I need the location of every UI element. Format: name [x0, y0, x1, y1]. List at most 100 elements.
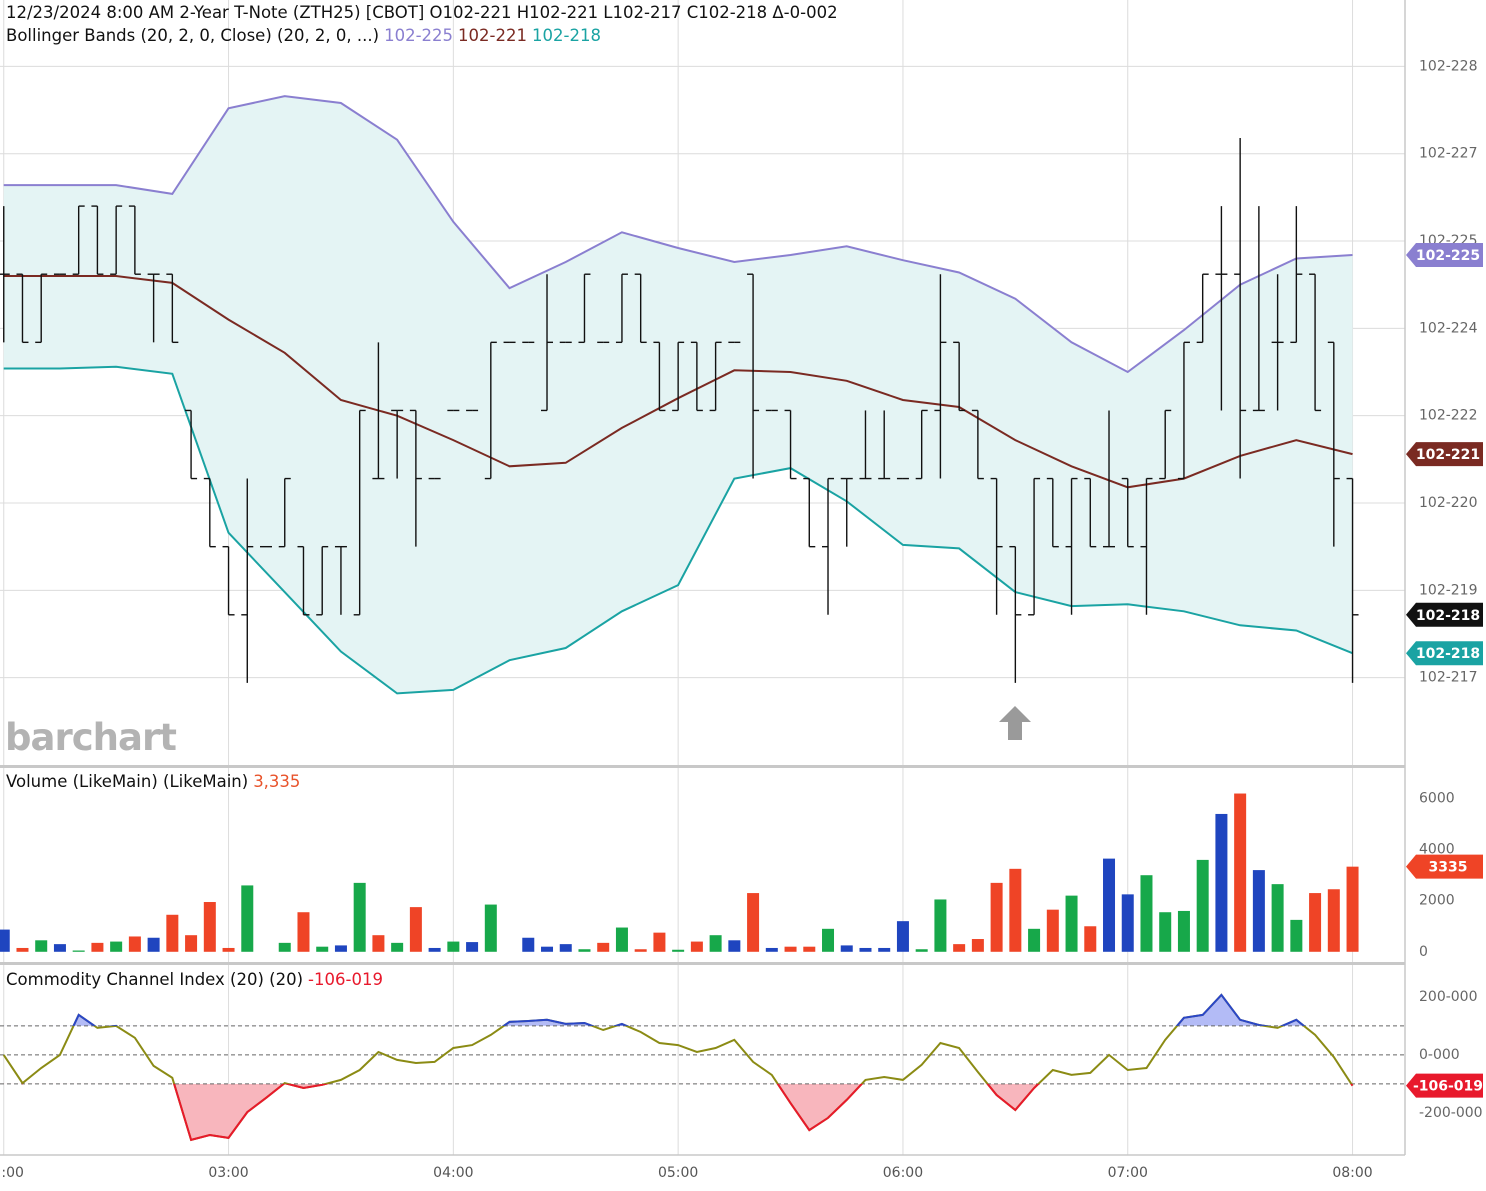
- volume-bar: [1309, 893, 1322, 952]
- volume-bar: [16, 947, 29, 952]
- volume-bar: [1290, 919, 1303, 952]
- volume-badge: 3335: [1429, 860, 1468, 876]
- cci-header: Commodity Channel Index (20) (20) -106-01…: [6, 970, 388, 989]
- volume-bar: [971, 939, 984, 952]
- x-tick-label: 08:00: [1332, 1165, 1372, 1181]
- volume-bar: [185, 935, 198, 952]
- volume-bar: [241, 885, 254, 952]
- volume-bar: [1271, 884, 1284, 952]
- cci-line-lower: [21, 1083, 1354, 1142]
- volume-bar: [91, 942, 104, 952]
- volume-header: Volume (LikeMain) (LikeMain) 3,335: [6, 772, 305, 791]
- cci-badge: -106-019: [1413, 1079, 1483, 1095]
- last-price-badge: 102-218: [1416, 608, 1480, 624]
- volume-bar: [147, 937, 160, 952]
- volume-tick-label: 2000: [1419, 893, 1455, 909]
- upper-badge-bg: [1406, 243, 1483, 267]
- upper-badge: 102-225: [1416, 248, 1480, 264]
- volume-bar: [53, 944, 66, 952]
- volume-bar: [597, 942, 610, 952]
- cci-tick-label: 0-000: [1419, 1047, 1460, 1063]
- volume-bar: [1065, 895, 1078, 952]
- y-tick-label: 102-224: [1419, 320, 1478, 336]
- upper-value: 102-225: [384, 26, 454, 45]
- volume-bar: [484, 904, 497, 952]
- volume-bar: [747, 893, 760, 952]
- volume-bar: [522, 937, 535, 952]
- watermark: barchart: [5, 716, 177, 759]
- volume-bar: [0, 929, 10, 952]
- y-tick-label: 102-228: [1419, 58, 1478, 74]
- cci-tick-label: -200-000: [1419, 1105, 1483, 1121]
- volume-badge-bg: [1406, 854, 1483, 879]
- volume-tick-label: 0: [1419, 944, 1428, 960]
- volume-bar: [1215, 813, 1228, 952]
- volume-bar: [728, 940, 741, 952]
- title: 12/23/2024 8:00 AM 2-Year T-Note (ZTH25)…: [6, 3, 838, 22]
- volume-bar: [316, 946, 329, 952]
- x-tick-label: 06:00: [883, 1165, 923, 1181]
- y-tick-label: 102-227: [1419, 146, 1478, 162]
- volume-bar: [784, 946, 797, 952]
- cci-badge-bg: [1406, 1073, 1483, 1098]
- volume-bar: [709, 935, 722, 952]
- volume-bar: [1121, 894, 1134, 952]
- bands-name: Bollinger Bands (20, 2, 0, Close) (20, 2…: [6, 26, 380, 45]
- y-tick-label: 102-222: [1419, 408, 1478, 424]
- volume-bar: [653, 932, 666, 952]
- x-tick-label: 02:00: [0, 1165, 24, 1181]
- volume-bar: [72, 950, 85, 952]
- volume-bar: [634, 949, 647, 952]
- volume-bar: [896, 921, 909, 952]
- volume-bar: [372, 935, 385, 952]
- volume-bar: [803, 946, 816, 952]
- volume-bar: [128, 936, 141, 952]
- volume-bar: [990, 882, 1003, 952]
- volume-bar: [447, 941, 460, 952]
- volume-bar: [222, 947, 235, 952]
- last-price-badge-bg: [1406, 602, 1483, 627]
- volume-bar: [615, 927, 628, 952]
- volume-bar: [35, 940, 48, 952]
- volume-bar: [915, 949, 928, 952]
- volume-bar: [934, 899, 947, 952]
- volume-bar: [1159, 912, 1172, 952]
- middle-badge-bg: [1406, 442, 1483, 467]
- cci-title: Commodity Channel Index (20) (20): [6, 970, 304, 989]
- volume-bar: [1140, 875, 1153, 952]
- cci-value: -106-019: [308, 970, 383, 989]
- arrow-icon: [999, 706, 1031, 740]
- volume-bar: [1234, 793, 1247, 952]
- volume-bar: [334, 945, 347, 952]
- volume-bar: [297, 912, 310, 952]
- lower-badge: 102-218: [1416, 646, 1480, 662]
- volume-bar: [1084, 926, 1097, 952]
- lower-value: 102-218: [532, 26, 601, 45]
- middle-value: 102-221: [458, 26, 527, 45]
- volume-bar: [541, 946, 554, 952]
- volume-bar: [840, 945, 853, 952]
- volume-bar: [391, 942, 404, 952]
- volume-bar: [953, 944, 966, 952]
- volume-bar: [1009, 868, 1022, 952]
- volume-bar: [1046, 909, 1059, 952]
- volume-bar: [1346, 866, 1359, 952]
- x-tick-label: 07:00: [1108, 1165, 1148, 1181]
- volume-bar: [822, 928, 835, 952]
- volume-bar: [672, 949, 685, 952]
- volume-bar: [559, 944, 572, 952]
- volume-title: Volume (LikeMain) (LikeMain): [6, 772, 249, 791]
- y-tick-label: 102-217: [1419, 670, 1478, 686]
- volume-bar: [1196, 859, 1209, 952]
- lower-badge-bg: [1406, 641, 1483, 666]
- panel-divider: [0, 962, 1405, 965]
- volume-bar: [1028, 928, 1041, 952]
- volume-bar: [765, 947, 778, 952]
- volume-bar: [110, 941, 123, 952]
- volume-bar: [353, 882, 366, 952]
- volume-bar: [203, 902, 216, 952]
- panel-divider: [0, 765, 1405, 768]
- volume-bar: [1252, 870, 1265, 952]
